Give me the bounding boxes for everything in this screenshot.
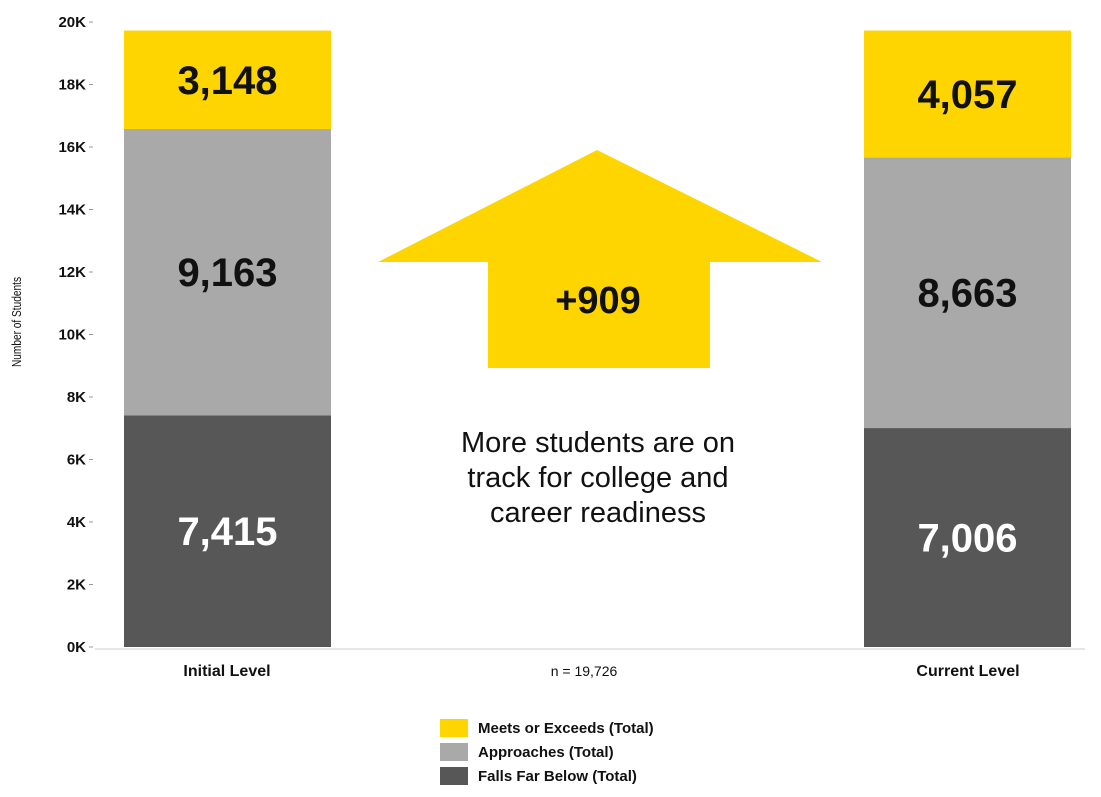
y-tick-label: 16K (58, 139, 86, 156)
note-line-3: career readiness (490, 497, 706, 529)
y-tick-label: 4K (67, 514, 86, 531)
note-line-2: track for college and (467, 462, 728, 494)
bar-segment (864, 30, 1071, 158)
bar-data-label: 9,163 (177, 251, 277, 295)
note-line-1: More students are on (461, 427, 735, 459)
bar-segment (864, 428, 1071, 647)
bar-data-label: 3,148 (177, 59, 277, 103)
bar-data-label: 8,663 (917, 272, 1017, 316)
y-axis: 0K 2K 4K 6K 8K 10K 12K 14K 16K 18K 20K Number of St… (10, 14, 1085, 656)
y-tick-label: 10K (58, 327, 86, 344)
bar-data-label: 7,415 (177, 510, 277, 554)
legend: Meets or Exceeds (Total) Approaches (Tota… (440, 719, 654, 785)
legend-label: Approaches (Total) (478, 744, 614, 761)
legend-swatch (440, 719, 468, 737)
bar-segment (124, 415, 331, 647)
growth-arrow (378, 150, 822, 368)
category-label: Current Level (916, 663, 1019, 680)
annotation-layer: +909 More students are on track for coll… (378, 150, 822, 679)
y-tick-label: 14K (58, 202, 86, 219)
bar-data-label: 4,057 (917, 73, 1017, 117)
legend-label: Meets or Exceeds (Total) (478, 720, 654, 737)
y-tick-label: 8K (67, 389, 86, 406)
n-count-label: n = 19,726 (551, 663, 618, 679)
bar-segment (124, 128, 331, 416)
legend-swatch (440, 767, 468, 785)
y-tick-label: 20K (58, 14, 86, 31)
y-tick-label: 18K (58, 77, 86, 94)
arrow-label: +909 (555, 280, 641, 322)
bar-segment (124, 30, 331, 129)
y-tick-label: 12K (58, 264, 86, 281)
y-tick-label: 0K (67, 639, 86, 656)
y-axis-title: Number of Students (10, 277, 24, 367)
bar-segment (864, 157, 1071, 429)
y-tick-label: 2K (67, 577, 86, 594)
bar-data-label: 7,006 (917, 517, 1017, 561)
y-tick-label: 6K (67, 452, 86, 469)
category-label: Initial Level (183, 663, 270, 680)
legend-swatch (440, 743, 468, 761)
legend-label: Falls Far Below (Total) (478, 768, 637, 785)
bar-layer: 7,415 9,163 3,148 Initial Level 7,006 8,663 4,… (124, 30, 1071, 680)
